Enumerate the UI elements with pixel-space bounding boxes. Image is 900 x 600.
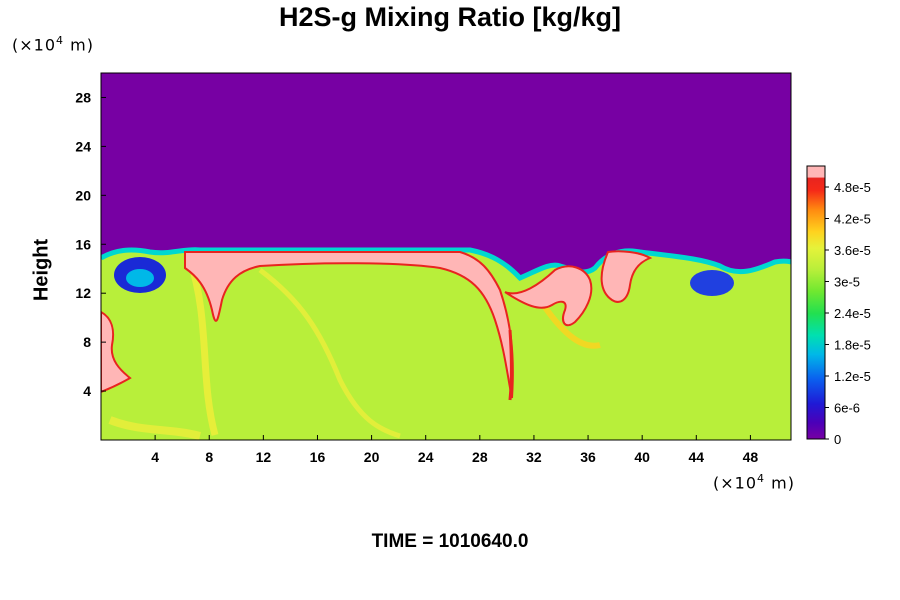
colorbar-tick-label: 1.2e-5: [834, 369, 871, 384]
x-tick-label: 36: [580, 449, 596, 465]
x-axis-unit: (×104 m): [713, 472, 795, 493]
x-tick-label: 44: [689, 449, 705, 465]
x-tick-label: 8: [205, 449, 213, 465]
colorbar-tick-label: 3e-5: [834, 275, 860, 290]
yellow-band-1: [186, 258, 219, 436]
colorbar-tick-label: 4.8e-5: [834, 180, 871, 195]
colorbar-tick-label: 6e-6: [834, 401, 860, 416]
x-tick-label: 12: [256, 449, 272, 465]
x-tick-label: 48: [743, 449, 759, 465]
pink-plume-far-right: [600, 250, 653, 303]
cyan-vortex-left-core: [126, 269, 154, 287]
y-tick-label: 4: [83, 383, 91, 399]
pink-plume-right: [504, 265, 593, 327]
x-tick-label: 28: [472, 449, 488, 465]
x-tick-label: 24: [418, 449, 434, 465]
yellow-band-3: [537, 298, 601, 349]
y-tick-label: 24: [75, 138, 91, 154]
chart-title: H2S-g Mixing Ratio [kg/kg]: [278, 2, 621, 32]
y-tick-label: 28: [75, 89, 91, 105]
colorbar-tick-label: 2.4e-5: [834, 306, 871, 321]
colorbar-tick-label: 0: [834, 432, 841, 447]
y-tick-label: 12: [75, 285, 91, 301]
x-tick-label: 20: [364, 449, 380, 465]
x-tick-label: 40: [634, 449, 650, 465]
yellow-band-4: [108, 416, 202, 440]
colorbar-tick-label: 4.2e-5: [834, 212, 871, 227]
x-tick-label: 32: [526, 449, 542, 465]
plot-frame: [100, 72, 792, 441]
y-tick-label: 8: [83, 334, 91, 350]
colorbar: [806, 165, 826, 440]
yellow-band-2: [258, 268, 401, 439]
colorbar-tick-label: 3.6e-5: [834, 243, 871, 258]
y-tick-label: 20: [75, 187, 91, 203]
x-tick-label: 4: [151, 449, 159, 465]
heatmap-field: [101, 73, 791, 440]
y-tick-label: 16: [75, 236, 91, 252]
colorbar-tick-label: 1.8e-5: [834, 338, 871, 353]
red-streak: [508, 329, 513, 401]
pink-plume-left: [101, 310, 132, 394]
y-axis-unit: (×104 m): [12, 34, 94, 55]
x-tick-label: 16: [310, 449, 326, 465]
pink-plume-main: [184, 251, 514, 399]
blue-vortex-right: [690, 270, 734, 296]
time-footer: TIME = 1010640.0: [371, 531, 529, 552]
